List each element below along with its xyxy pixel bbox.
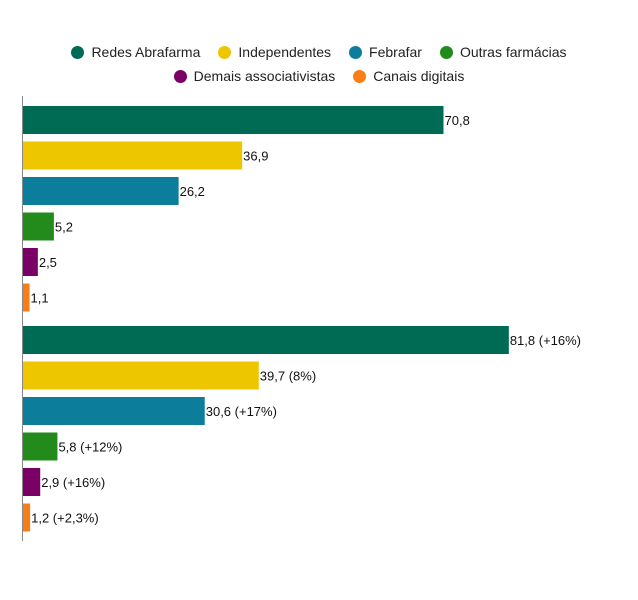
legend-item-independentes[interactable]: Independentes — [218, 44, 331, 60]
legend-row-1: Redes Abrafarma Independentes Febrafar O… — [0, 40, 638, 64]
legend-item-febrafar[interactable]: Febrafar — [349, 44, 422, 60]
legend-swatch-febrafar — [349, 45, 363, 59]
legend-swatch-redes-abrafarma — [71, 45, 85, 59]
bar-canais-digitais-group-1[interactable] — [23, 283, 30, 312]
legend-item-demais-associativistas[interactable]: Demais associativistas — [173, 68, 336, 84]
data-label-canais-digitais-group-2: 1,2 (+2,3%) — [31, 511, 99, 526]
legend-row-2: Demais associativistas Canais digitais — [0, 64, 638, 88]
legend-label: Independentes — [238, 44, 332, 60]
legend-label: Demais associativistas — [193, 68, 336, 84]
bar-independentes-group-1[interactable] — [23, 141, 243, 170]
data-label-canais-digitais-group-1: 1,1 — [31, 291, 49, 306]
bar-redes-abrafarma-group-2[interactable] — [23, 326, 509, 354]
data-label-redes-abrafarma-group-2: 81,8 (+16%) — [510, 333, 581, 348]
bar-febrafar-group-1[interactable] — [23, 177, 179, 205]
bar-demais-associativistas-group-1[interactable] — [23, 248, 38, 276]
legend-swatch-outras-farmacias — [439, 45, 453, 59]
data-label-outras-farmacias-group-2: 5,8 (+12%) — [58, 440, 122, 455]
legend-item-canais-digitais[interactable]: Canais digitais — [353, 68, 464, 84]
legend-item-outras-farmacias[interactable]: Outras farmácias — [439, 44, 567, 60]
bar-febrafar-group-2[interactable] — [23, 397, 205, 425]
data-label-outras-farmacias-group-1: 5,2 — [55, 220, 73, 235]
data-label-redes-abrafarma-group-1: 70,8 — [445, 113, 470, 128]
legend-swatch-independentes — [218, 45, 232, 59]
legend-label: Febrafar — [369, 44, 422, 60]
bar-canais-digitais-group-2[interactable] — [23, 503, 31, 532]
bars-group: 70,8 36,9 26,2 5,2 2,5 1,1 81,8 (+16%) 39,7 (8%… — [23, 106, 581, 532]
chart-legend: Redes Abrafarma Independentes Febrafar O… — [0, 40, 638, 88]
data-label-demais-associativistas-group-2: 2,9 (+16%) — [41, 475, 105, 490]
data-label-demais-associativistas-group-1: 2,5 — [39, 255, 57, 270]
legend-swatch-demais-associativistas — [173, 69, 187, 83]
bar-outras-farmacias-group-2[interactable] — [23, 432, 58, 461]
data-label-independentes-group-2: 39,7 (8%) — [260, 369, 316, 384]
legend-item-redes-abrafarma[interactable]: Redes Abrafarma — [71, 44, 200, 60]
data-label-independentes-group-1: 36,9 — [243, 149, 268, 164]
legend-label: Canais digitais — [373, 68, 465, 84]
legend-swatch-canais-digitais — [353, 69, 367, 83]
legend-label: Outras farmácias — [459, 44, 567, 60]
bar-independentes-group-2[interactable] — [23, 361, 259, 390]
bar-redes-abrafarma-group-1[interactable] — [23, 106, 444, 134]
data-label-febrafar-group-2: 30,6 (+17%) — [206, 404, 277, 419]
legend-label: Redes Abrafarma — [91, 44, 201, 60]
bar-outras-farmacias-group-1[interactable] — [23, 212, 54, 241]
bar-demais-associativistas-group-2[interactable] — [23, 468, 41, 496]
data-label-febrafar-group-1: 26,2 — [180, 184, 205, 199]
